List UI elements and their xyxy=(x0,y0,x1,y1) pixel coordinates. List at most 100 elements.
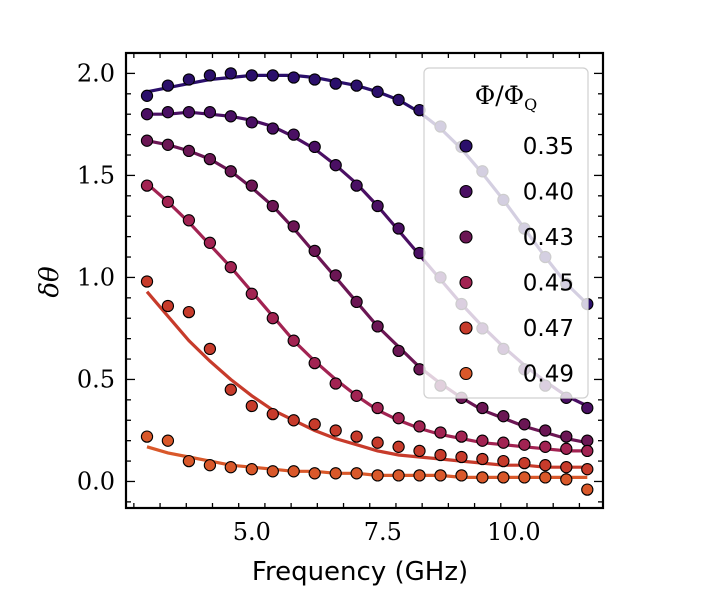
point-0.47-20 xyxy=(560,461,573,474)
point-0.35-7 xyxy=(287,71,300,84)
point-0.43-1 xyxy=(161,138,175,151)
legend-marker-0.45 xyxy=(459,275,473,290)
point-0.45-18 xyxy=(518,438,531,451)
legend-marker-0.35 xyxy=(459,139,473,153)
x-tick-label: 7.5 xyxy=(364,518,402,546)
point-0.49-8 xyxy=(308,467,321,480)
axes: 5.0 7.5 10.0 0.0 0.5 1.0 1.5 2.0 xyxy=(77,51,605,546)
point-0.45-13 xyxy=(413,420,426,433)
point-0.40-12 xyxy=(392,222,405,235)
point-0.45-21 xyxy=(581,444,594,458)
point-0.47-5 xyxy=(245,399,258,413)
point-0.40-7 xyxy=(287,128,300,141)
legend-label-0.35: 0.35 xyxy=(523,134,574,160)
point-0.45-8 xyxy=(308,356,321,370)
point-0.47-6 xyxy=(266,407,279,421)
point-0.47-15 xyxy=(455,450,468,464)
point-0.49-17 xyxy=(497,471,510,484)
point-0.40-9 xyxy=(329,159,342,172)
point-0.47-10 xyxy=(350,430,363,443)
point-0.35-8 xyxy=(308,73,321,86)
point-0.43-6 xyxy=(266,199,279,213)
point-0.45-14 xyxy=(434,426,447,439)
point-0.45-6 xyxy=(266,312,279,325)
point-0.35-11 xyxy=(371,85,384,98)
point-0.40-5 xyxy=(245,116,258,129)
point-0.49-13 xyxy=(413,469,426,482)
point-0.35-0 xyxy=(140,89,154,102)
point-0.45-1 xyxy=(161,195,175,209)
legend: Φ/ΦQ 0.35 0.40 0.43 0.45 0.47 0.49 xyxy=(423,67,589,399)
point-0.40-4 xyxy=(224,110,237,123)
point-0.45-12 xyxy=(392,412,405,425)
point-0.43-21 xyxy=(581,434,594,447)
point-0.43-11 xyxy=(371,320,384,333)
point-0.35-6 xyxy=(266,69,279,82)
point-0.40-1 xyxy=(161,106,175,119)
point-0.43-18 xyxy=(518,418,531,431)
point-0.49-14 xyxy=(434,469,447,482)
point-0.45-11 xyxy=(371,401,384,415)
legend-marker-0.40 xyxy=(459,184,473,199)
point-0.45-19 xyxy=(539,440,552,453)
point-0.40-0 xyxy=(140,108,154,121)
point-0.49-10 xyxy=(350,467,363,480)
point-0.35-10 xyxy=(350,79,363,92)
point-0.43-7 xyxy=(287,220,300,233)
point-0.49-4 xyxy=(224,461,237,474)
fit-curve-0.47 xyxy=(145,290,588,469)
point-0.49-3 xyxy=(203,459,217,472)
plot-frame xyxy=(124,51,605,510)
point-0.45-3 xyxy=(203,236,217,249)
point-0.47-7 xyxy=(287,414,300,427)
point-0.40-21 xyxy=(581,401,594,415)
point-0.45-7 xyxy=(287,334,300,347)
point-0.47-4 xyxy=(224,383,237,396)
point-0.40-6 xyxy=(266,122,279,135)
point-0.49-2 xyxy=(182,454,196,468)
point-0.43-16 xyxy=(476,401,489,415)
point-0.49-6 xyxy=(266,465,279,478)
point-0.43-0 xyxy=(140,134,154,147)
point-0.40-8 xyxy=(308,140,321,154)
y-axis-label: δθ xyxy=(35,266,65,298)
point-0.40-10 xyxy=(350,179,363,192)
point-0.43-10 xyxy=(350,295,363,309)
point-0.35-3 xyxy=(203,69,217,82)
point-0.45-15 xyxy=(455,430,468,443)
legend-marker-0.43 xyxy=(459,230,473,244)
point-0.40-2 xyxy=(182,106,196,119)
point-0.49-21 xyxy=(581,483,594,496)
point-0.47-16 xyxy=(476,452,489,466)
point-0.43-4 xyxy=(224,165,237,178)
point-0.43-3 xyxy=(203,152,217,166)
point-0.49-20 xyxy=(560,473,573,486)
point-0.49-12 xyxy=(392,469,405,482)
point-0.43-17 xyxy=(497,410,510,423)
point-0.47-8 xyxy=(308,418,321,431)
point-0.47-11 xyxy=(371,436,384,449)
point-0.43-19 xyxy=(539,424,552,437)
x-tick-label: 5.0 xyxy=(233,518,271,546)
point-0.49-0 xyxy=(140,430,154,443)
point-0.45-9 xyxy=(329,377,342,390)
point-0.49-1 xyxy=(161,434,175,447)
point-0.45-2 xyxy=(182,214,196,227)
legend-label-0.40: 0.40 xyxy=(523,180,574,206)
legend-marker-0.49 xyxy=(459,366,473,381)
x-axis-label: Frequency (GHz) xyxy=(252,557,468,587)
point-0.40-11 xyxy=(371,199,384,213)
point-0.49-7 xyxy=(287,465,300,478)
fit-curve-0.49 xyxy=(146,445,588,479)
point-0.47-12 xyxy=(392,440,405,453)
point-0.47-3 xyxy=(203,342,217,356)
legend-label-0.43: 0.43 xyxy=(523,225,574,251)
x-tick-label: 10.0 xyxy=(487,518,540,546)
y-tick-label: 0.0 xyxy=(77,467,115,495)
point-0.43-2 xyxy=(182,144,196,158)
fit-curve-0.43 xyxy=(146,139,588,445)
point-0.47-18 xyxy=(518,456,531,470)
point-0.47-2 xyxy=(182,305,196,319)
point-0.35-2 xyxy=(182,73,196,86)
